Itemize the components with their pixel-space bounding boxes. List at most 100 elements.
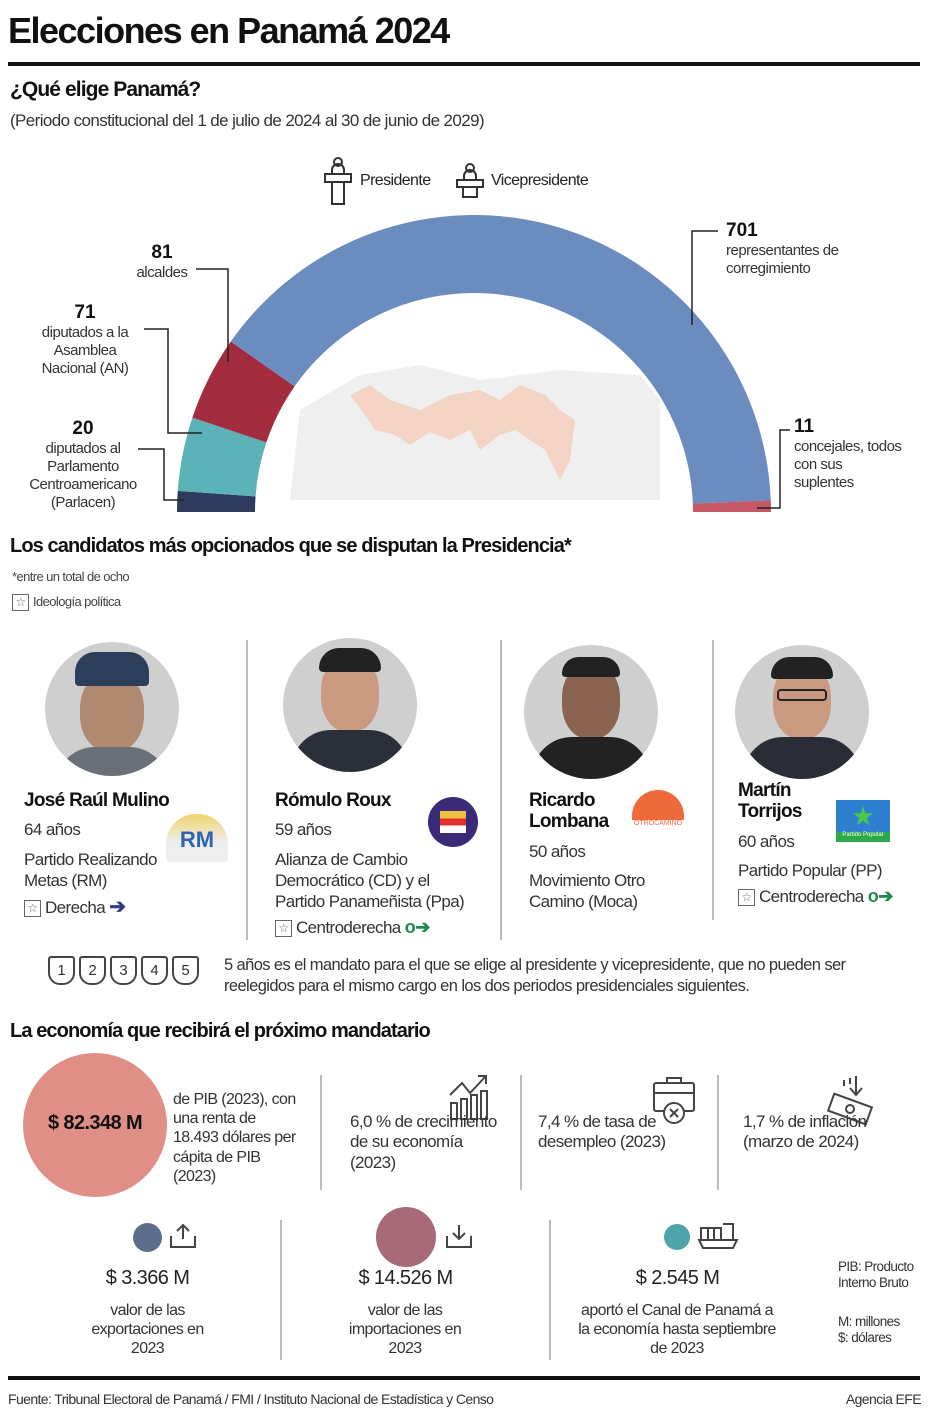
divider xyxy=(500,640,502,940)
president-label: Presidente xyxy=(360,172,431,190)
indicator-inflation: 1,7 % de inflación (marzo de 2024) xyxy=(743,1112,867,1152)
divider xyxy=(717,1075,719,1190)
imports-text: valor de las importaciones en 2023 xyxy=(348,1302,462,1358)
candidate-photo xyxy=(45,642,179,776)
arc-segment xyxy=(177,417,267,497)
party-logo-rm: RM xyxy=(166,814,228,862)
briefcase-x-icon xyxy=(653,1077,695,1124)
candidate-card: Rómulo Roux 59 años Alianza de Cambio De… xyxy=(275,790,490,939)
gdp-text: de PIB (2023), con una renta de 18.493 d… xyxy=(173,1091,296,1185)
candidate-ideology: ☆ Centroderecha o➔ xyxy=(275,916,490,939)
arrow-center-right-icon: o➔ xyxy=(867,886,893,907)
leader-lines xyxy=(138,230,790,509)
candidate-photo xyxy=(735,645,869,779)
party-logo-cd xyxy=(428,797,478,847)
divider xyxy=(8,62,920,66)
star-icon: ☆ xyxy=(275,920,292,938)
footnote: *entre un total de ocho xyxy=(12,569,130,584)
candidate-party: Alianza de Cambio Democrático (CD) y el … xyxy=(275,849,465,912)
exports-value: $ 3.366 M xyxy=(105,1267,190,1289)
candidate-name: Rómulo Roux xyxy=(275,790,391,811)
credit: Agencia EFE xyxy=(845,1391,922,1407)
star-icon: ☆ xyxy=(12,594,29,612)
gdp-value: $ 82.348 M xyxy=(47,1112,143,1134)
seat-label-parlacen: 20 diputados al Parlamento Centroamerica… xyxy=(29,418,137,511)
divider xyxy=(712,640,714,920)
candidate-card: Martín Torrijos 60 años Partido Popular … xyxy=(738,780,928,908)
candidate-age: 64 años xyxy=(24,820,81,840)
candidate-ideology: ☆ Derecha ➔ xyxy=(24,895,239,920)
divider xyxy=(549,1220,551,1360)
section-heading: ¿Qué elige Panamá? xyxy=(10,78,201,101)
arrow-center-right-icon: o➔ xyxy=(404,917,430,938)
calendar-icon: 4 xyxy=(141,956,168,985)
divider xyxy=(246,640,248,940)
glossary-usd: $: dólares xyxy=(838,1330,892,1345)
glossary-m: M: millones xyxy=(838,1314,900,1329)
divider xyxy=(280,1220,282,1360)
seat-label-concejales: 11 concejales, todos con sus suplentes xyxy=(794,416,902,491)
source: Fuente: Tribunal Electoral de Panamá / F… xyxy=(8,1391,494,1407)
imports-value: $ 14.526 M xyxy=(358,1267,453,1289)
indicator-growth: 6,0 % de crecimiento de su economía (202… xyxy=(350,1112,497,1172)
podium-person-icon xyxy=(324,157,352,205)
gdp-circle xyxy=(23,1053,167,1197)
canal-text: aportó el Canal de Panamá a la economía … xyxy=(578,1302,776,1358)
star-icon: ★ xyxy=(851,801,875,831)
candidate-party: Partido Popular (PP) xyxy=(738,860,883,880)
candidate-name: José Raúl Mulino xyxy=(24,790,170,811)
ideology-legend: ☆ Ideología política xyxy=(12,594,121,612)
term-text: 5 años es el mandato para el que se elig… xyxy=(224,956,846,995)
canal-circle xyxy=(664,1224,690,1250)
divider xyxy=(320,1075,322,1190)
vicepresident-label: Vicepresidente xyxy=(491,172,589,190)
seat-label-corregimiento: 701 representantes de corregimiento xyxy=(726,220,839,277)
divider xyxy=(8,1376,920,1380)
divider xyxy=(520,1075,522,1190)
arc-segment xyxy=(192,341,295,443)
candidate-name: Ricardo Lombana xyxy=(529,790,609,833)
calendar-icon: 2 xyxy=(79,956,106,985)
candidate-photo xyxy=(283,638,417,772)
section-heading: La economía que recibirá el próximo mand… xyxy=(10,1020,431,1042)
party-logo-moca: OTROCAMINO xyxy=(628,790,688,830)
section-subtitle: (Periodo constitucional del 1 de julio d… xyxy=(10,111,485,130)
exports-text: valor de las exportaciones en 2023 xyxy=(91,1302,204,1358)
candidate-age: 50 años xyxy=(529,841,586,861)
star-icon: ☆ xyxy=(738,889,755,907)
indicator-unemployment: 7,4 % de tasa de desempleo (2023) xyxy=(538,1112,666,1152)
money-down-icon xyxy=(826,1076,874,1126)
canal-value: $ 2.545 M xyxy=(635,1267,720,1289)
import-icon xyxy=(446,1225,472,1248)
calendar-icon: 1 xyxy=(48,956,75,985)
export-icon xyxy=(170,1223,196,1248)
calendar-icon: 5 xyxy=(172,956,199,985)
candidate-ideology: ☆ Centroderecha o➔ xyxy=(738,885,928,908)
arrow-right-icon: ➔ xyxy=(109,896,126,919)
seats-arc-chart xyxy=(177,214,771,512)
calendar-icon: 3 xyxy=(110,956,137,985)
glossary-pib: PIB: Producto Interno Bruto xyxy=(838,1259,914,1291)
candidate-age: 60 años xyxy=(738,831,795,851)
candidate-photo xyxy=(524,645,658,779)
section-heading: Los candidatos más opcionados que se dis… xyxy=(10,535,572,557)
ship-icon xyxy=(697,1223,739,1249)
exports-circle xyxy=(133,1223,162,1252)
candidate-card: Ricardo Lombana 50 años Movimiento Otro … xyxy=(529,790,709,912)
seat-label-alcaldes: 81 alcaldes xyxy=(136,242,188,281)
candidate-name: Martín Torrijos xyxy=(738,780,802,823)
seat-label-asamblea: 71 diputados a la Asamblea Nacional (AN) xyxy=(41,302,129,377)
star-icon: ☆ xyxy=(24,900,41,918)
panama-map xyxy=(290,365,660,500)
podium-person-icon xyxy=(456,163,484,198)
candidate-age: 59 años xyxy=(275,820,332,840)
imports-circle xyxy=(376,1207,436,1267)
term-calendar-icons: 1 2 3 4 5 xyxy=(48,956,203,985)
candidate-party: Movimiento Otro Camino (Moca) xyxy=(529,870,645,912)
page-title: Elecciones en Panamá 2024 xyxy=(8,10,450,51)
party-logo-pp: ★ Partido Popular xyxy=(836,800,890,842)
growth-chart-icon xyxy=(449,1075,488,1120)
president-item: Presidente xyxy=(322,156,431,206)
candidate-party: Partido Realizando Metas (RM) xyxy=(24,849,157,890)
arc-segment xyxy=(177,490,256,512)
